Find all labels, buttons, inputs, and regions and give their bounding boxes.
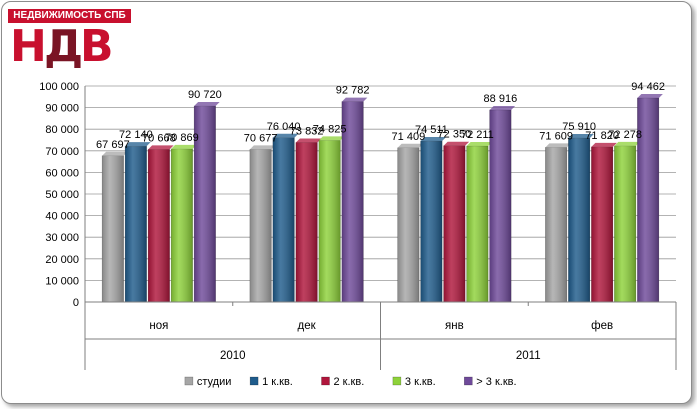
bar-top <box>568 134 594 139</box>
bar-top <box>591 142 617 147</box>
y-tick-label: 10 000 <box>45 275 79 287</box>
bar-top <box>194 102 220 107</box>
bar-top <box>397 143 424 148</box>
data-label: 92 782 <box>336 85 370 97</box>
bar <box>124 145 147 303</box>
bar-top <box>272 133 299 138</box>
data-label: 73 832 <box>290 126 324 138</box>
bar-top <box>341 97 368 102</box>
bar-top <box>466 142 493 147</box>
legend-swatch <box>392 376 402 386</box>
data-label: 75 910 <box>562 121 596 133</box>
data-label: 72 211 <box>461 129 494 141</box>
logo-letter-3: В <box>80 21 114 72</box>
data-label: 74 825 <box>313 123 347 135</box>
y-tick-label: 70 000 <box>45 146 79 158</box>
bar <box>397 147 420 303</box>
bar-top <box>489 105 516 110</box>
bar <box>295 142 318 303</box>
y-tick-label: 60 000 <box>45 167 79 179</box>
bar <box>147 149 170 303</box>
y-tick-label: 100 000 <box>39 81 79 93</box>
legend-swatch <box>464 376 473 386</box>
bar-top <box>102 151 128 156</box>
group-label: 2011 <box>516 350 541 362</box>
data-label: 71 409 <box>392 131 426 143</box>
data-label: 70 869 <box>165 132 199 144</box>
bar-top <box>637 93 663 98</box>
logo-letter-1: Н <box>10 21 47 72</box>
legend-swatch <box>249 376 259 386</box>
data-label: 71 820 <box>585 130 619 142</box>
bar <box>443 145 466 303</box>
data-label: 71 609 <box>539 130 573 142</box>
bar <box>545 147 568 303</box>
data-label: 88 916 <box>484 93 518 105</box>
logo-banner: НЕДВИЖИМОСТЬ СПБ <box>8 9 131 23</box>
data-label: 72 140 <box>119 129 153 141</box>
data-label: 76 040 <box>267 121 301 133</box>
x-tick-label: дек <box>298 320 317 332</box>
bar <box>170 148 193 303</box>
data-label: 70 668 <box>142 132 176 144</box>
bar-top <box>420 137 447 142</box>
bar <box>568 137 591 303</box>
data-label: 70 677 <box>244 132 278 144</box>
bar <box>272 137 295 303</box>
legend-label: студии <box>197 376 232 388</box>
bar <box>420 140 443 303</box>
data-label: 90 720 <box>188 89 222 101</box>
bar-top <box>125 142 151 147</box>
bar <box>318 140 341 303</box>
bar <box>101 155 124 303</box>
bar <box>614 145 637 303</box>
legend-label: > 3 к.кв. <box>476 376 516 388</box>
data-label: 72 278 <box>608 129 642 141</box>
y-tick-label: 40 000 <box>45 211 79 223</box>
bar-top <box>295 138 322 143</box>
bar-top <box>249 145 276 150</box>
bar-top <box>171 144 197 149</box>
y-tick-label: 0 <box>73 297 79 309</box>
bar-top <box>318 136 345 141</box>
x-tick-label: фев <box>591 320 613 332</box>
bar-top <box>614 141 640 146</box>
x-tick-label: ноя <box>149 320 168 332</box>
y-tick-label: 30 000 <box>45 232 79 244</box>
legend-swatch <box>321 376 330 386</box>
legend-swatch <box>184 376 194 386</box>
bar-top <box>545 143 571 148</box>
data-label: 67 697 <box>96 139 130 151</box>
bar-top <box>443 141 470 146</box>
y-tick-label: 80 000 <box>45 124 79 136</box>
logo-letter-2: Д <box>44 21 84 72</box>
data-label: 94 462 <box>631 81 665 93</box>
legend-label: 1 к.кв. <box>262 376 293 388</box>
y-tick-label: 90 000 <box>45 103 79 115</box>
bar-top <box>148 145 174 150</box>
bar <box>466 145 489 303</box>
legend-label: 2 к.кв. <box>334 376 365 388</box>
y-tick-label: 20 000 <box>45 254 79 266</box>
group-label: 2010 <box>220 350 246 362</box>
x-tick-label: янв <box>445 320 464 332</box>
y-tick-label: 50 000 <box>45 189 79 201</box>
bar <box>249 149 272 303</box>
bar <box>591 146 614 303</box>
legend-label: 3 к.кв. <box>405 376 436 388</box>
logo: Н Д В <box>10 24 120 70</box>
data-label: 74 511 <box>415 124 448 136</box>
data-label: 72 350 <box>438 129 472 141</box>
